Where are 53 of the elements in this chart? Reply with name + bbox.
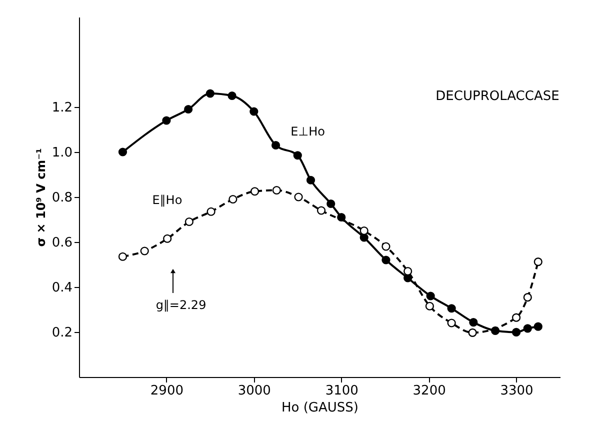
point	[118, 252, 128, 261]
y-tick-label: 0.8	[52, 190, 72, 206]
point	[184, 217, 194, 226]
point	[162, 116, 171, 125]
series-label: E⊥Ho	[290, 124, 325, 138]
series-label: E∥Ho	[152, 192, 182, 207]
point	[206, 89, 214, 98]
point	[250, 107, 258, 116]
x-tick-label: 3300	[500, 384, 534, 398]
point	[293, 151, 302, 160]
point	[228, 194, 238, 204]
point	[468, 328, 477, 337]
point	[360, 226, 368, 236]
point	[425, 302, 434, 310]
y-tick-label: 1.2	[52, 100, 72, 116]
point	[140, 246, 149, 256]
point	[382, 242, 390, 251]
point	[272, 186, 281, 195]
point	[512, 313, 521, 322]
point	[206, 207, 216, 216]
point	[469, 318, 478, 327]
point	[534, 322, 542, 331]
point	[316, 206, 326, 215]
x-tick-label: 2900	[150, 384, 184, 398]
point	[447, 304, 456, 313]
annotation: g∥=2.29	[156, 298, 206, 312]
point	[306, 176, 316, 184]
x-tick-label: 3000	[238, 384, 271, 398]
point	[294, 192, 303, 202]
x-axis-title: Ho (GAUSS)	[282, 400, 358, 416]
point	[118, 148, 128, 156]
point	[326, 199, 336, 208]
point	[404, 266, 412, 276]
text: DECUPROLACCASE	[436, 89, 560, 104]
point	[426, 292, 435, 300]
y-tick-label: 0.4	[52, 280, 72, 296]
point	[228, 91, 236, 100]
y-axis-title: σ × 10⁹ V cm⁻¹	[34, 148, 48, 247]
y-tick-label: 0.2	[52, 326, 72, 340]
x-tick-label: 3100	[325, 384, 358, 398]
point	[512, 328, 521, 337]
point	[163, 234, 172, 243]
point	[382, 256, 390, 264]
y-tick-label: 0.6	[52, 236, 72, 250]
point	[250, 187, 260, 196]
point	[271, 140, 280, 150]
point	[523, 293, 532, 302]
y-tick-label: 1.0	[52, 146, 72, 160]
point	[523, 324, 532, 333]
point	[184, 104, 193, 114]
point	[534, 258, 542, 266]
point	[447, 318, 456, 328]
x-tick-label: 3200	[412, 384, 446, 398]
